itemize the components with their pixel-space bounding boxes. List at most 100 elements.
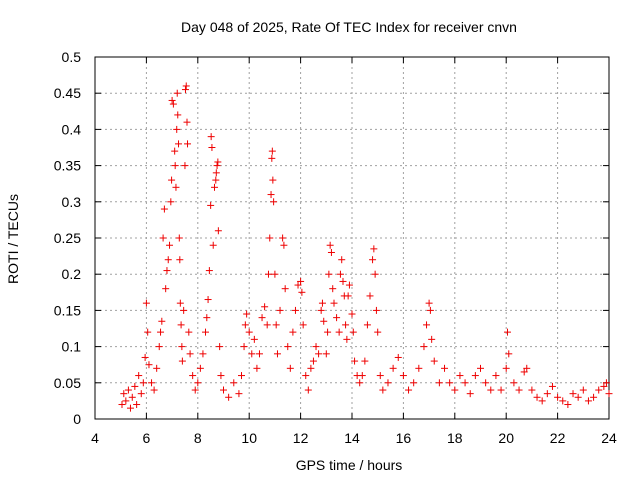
data-point [199,350,207,358]
data-point [324,328,332,336]
data-point [291,306,299,314]
data-point [574,393,582,401]
x-tick-label: 24 [601,430,617,446]
data-point [230,379,238,387]
data-point [177,321,185,329]
data-point [510,379,518,387]
data-point [144,328,152,336]
data-point [366,292,374,300]
data-point [245,328,253,336]
data-point [307,364,315,372]
data-point [600,382,608,390]
data-point [335,328,343,336]
data-point [263,321,271,329]
data-point [175,234,183,242]
data-point [159,234,167,242]
data-point [370,245,378,253]
x-tick-label: 14 [344,430,360,446]
y-tick-label: 0.3 [62,194,82,210]
data-point [349,328,357,336]
data-point [602,379,610,387]
x-tick-label: 8 [194,430,202,446]
data-point [266,234,274,242]
data-point [358,372,366,380]
data-point [189,372,197,380]
data-point [548,382,556,390]
data-point [595,386,603,394]
data-point [225,393,233,401]
data-point [217,372,225,380]
data-point [435,379,443,387]
data-point [157,328,165,336]
data-point [213,162,221,170]
data-point [284,343,292,351]
y-tick-label: 0.35 [54,158,81,174]
y-tick-label: 0.4 [62,121,82,137]
data-point [538,397,546,405]
data-point [279,234,287,242]
data-point [520,368,528,376]
data-point [168,176,176,184]
data-point [399,372,407,380]
data-point [166,241,174,249]
data-point [209,241,217,249]
data-point [176,299,184,307]
data-point [272,321,280,329]
data-point [248,350,256,358]
data-point [441,364,449,372]
y-tick-label: 0 [73,411,81,427]
data-point [164,256,172,264]
data-point [605,390,613,398]
data-point [280,241,288,249]
data-point [554,393,562,401]
data-point [163,267,171,275]
data-point [369,256,377,264]
data-point [174,111,182,119]
data-point [162,285,170,293]
data-point [298,288,306,296]
data-point [482,379,490,387]
data-point [428,335,436,343]
data-point [343,335,351,343]
data-point [184,140,192,148]
data-point [297,277,305,285]
data-point [394,353,402,361]
data-point [423,321,431,329]
data-point [135,372,143,380]
data-point [214,158,222,166]
data-point [203,314,211,322]
data-point [183,118,191,126]
data-point [124,386,132,394]
data-point [185,328,193,336]
data-point [559,397,567,405]
data-point [175,140,183,148]
data-point [528,386,536,394]
x-tick-label: 22 [550,430,566,446]
data-point [329,285,337,293]
data-point [348,310,356,318]
data-point [118,401,126,409]
data-point [339,277,347,285]
data-point [171,147,179,155]
data-point [584,397,592,405]
data-point [410,379,418,387]
y-tick-label: 0.2 [62,266,82,282]
data-point [243,310,251,318]
data-point [492,372,500,380]
data-point [258,314,266,322]
data-point [466,390,474,398]
data-point [141,353,149,361]
y-tick-label: 0.15 [54,302,81,318]
data-point [487,386,495,394]
data-point [205,267,213,275]
x-tick-label: 18 [447,430,463,446]
data-point [212,169,220,177]
data-point [430,357,438,365]
data-point [178,357,186,365]
data-point [330,299,338,307]
data-point [579,386,587,394]
data-point [212,176,220,184]
data-point [261,303,269,311]
data-point [336,270,344,278]
x-tick-label: 12 [293,430,309,446]
